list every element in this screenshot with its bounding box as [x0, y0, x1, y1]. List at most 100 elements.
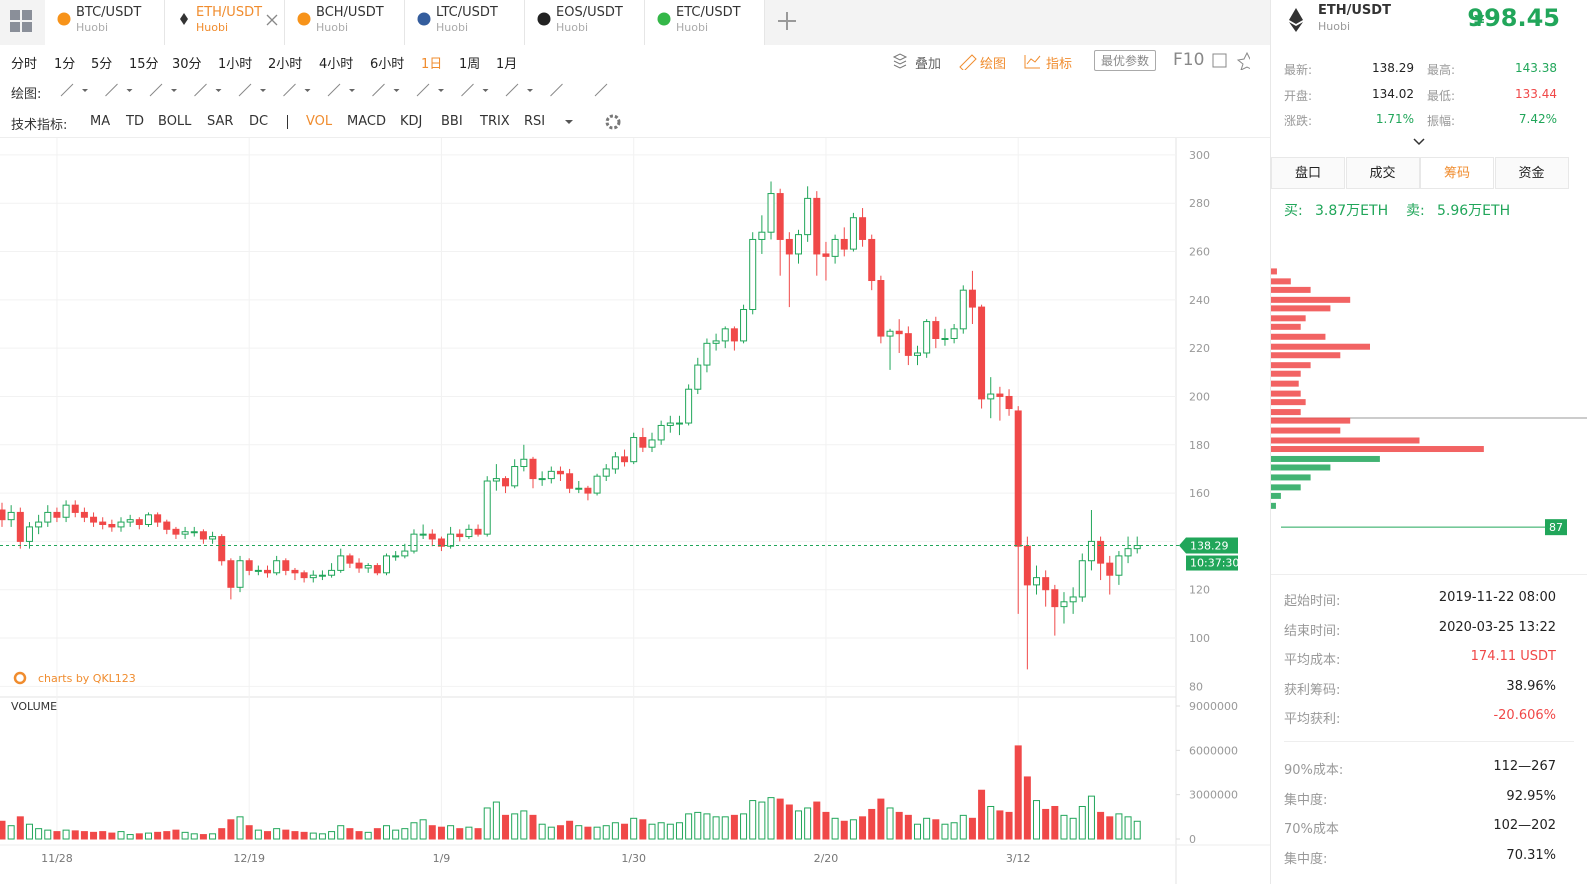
tool-optimal[interactable]: 最优参数: [1094, 50, 1157, 71]
tool-indicator[interactable]: 指标: [1046, 57, 1073, 72]
timeframe[interactable]: 1小时: [218, 57, 253, 72]
candle-body: [245, 560, 253, 571]
candle-body: [0, 509, 6, 521]
pen-icon: [959, 54, 977, 70]
candle-body: [831, 238, 839, 257]
volume-bar: [621, 823, 629, 840]
divider: [1284, 741, 1574, 742]
candle-body: [840, 238, 848, 250]
timeframe[interactable]: 5分: [91, 57, 113, 72]
indicator[interactable]: VOL: [306, 114, 333, 129]
chip-bar: [1271, 380, 1299, 387]
info-label: 70%成本: [1284, 822, 1339, 837]
indicator[interactable]: KDJ: [400, 114, 423, 129]
chip-bar: [1271, 399, 1306, 406]
volume-bar: [566, 820, 574, 840]
volume-tick-label: 9000000: [1189, 700, 1238, 713]
info-label: 获利筹码:: [1284, 682, 1341, 698]
candle-body: [904, 333, 912, 356]
draw-tool-icon: [461, 83, 474, 97]
tool-overlay[interactable]: 叠加: [915, 57, 942, 72]
timeframe[interactable]: 4小时: [319, 57, 354, 72]
y-tick-label: 240: [1189, 294, 1210, 307]
timeframe[interactable]: 1周: [459, 57, 481, 72]
volume-bar: [474, 828, 482, 840]
dropdown: [438, 89, 444, 92]
volume-bar: [346, 828, 354, 840]
indicator[interactable]: BOLL: [158, 114, 192, 129]
candle-body: [1133, 545, 1141, 550]
stat-label: 涨跌:: [1284, 114, 1313, 128]
stat-value: 7.42%: [1518, 112, 1557, 126]
candle-body: [7, 511, 15, 521]
indicator[interactable]: MACD: [347, 114, 386, 129]
timeframe[interactable]: 15分: [129, 57, 159, 72]
indicator[interactable]: DC: [249, 114, 269, 129]
chip-bar: [1271, 464, 1331, 471]
candle-body: [108, 523, 116, 528]
panel-tab[interactable]: 资金: [1494, 157, 1569, 189]
candle-body: [16, 511, 24, 542]
volume-bar: [794, 810, 802, 840]
stat-value: 134.02: [1372, 86, 1414, 101]
menu-square: [10, 10, 20, 20]
chip-bar: [1271, 409, 1301, 416]
pair-name: ETC/USDT: [676, 5, 741, 20]
panel-tab[interactable]: 成交: [1345, 157, 1420, 189]
timeframe[interactable]: 1月: [496, 57, 518, 72]
candle-body: [968, 289, 976, 308]
y-tick-label: 100: [1189, 632, 1210, 645]
dropdown: [126, 89, 133, 92]
volume-bar: [694, 811, 702, 840]
volume-bar: [877, 798, 885, 840]
candle-body: [611, 456, 619, 470]
timeframe[interactable]: 1日: [421, 57, 443, 72]
volume-bar: [35, 828, 43, 840]
y-tick-label: 300: [1189, 149, 1210, 162]
gear: [605, 114, 621, 130]
volume-bar: [859, 816, 867, 840]
volume-bar: [447, 825, 455, 840]
indicator[interactable]: MA: [90, 114, 111, 129]
panel-tab[interactable]: 盘口: [1271, 157, 1345, 189]
candle-body: [126, 519, 134, 523]
draw-tool-icon: [505, 83, 519, 97]
timeframe[interactable]: 1分: [54, 57, 76, 72]
dropdown: [349, 89, 355, 92]
timeframe[interactable]: 2小时: [268, 57, 303, 72]
indicator[interactable]: TD: [126, 114, 144, 129]
timeframe[interactable]: 分时: [11, 57, 38, 72]
chart-icon: [1024, 55, 1041, 69]
indicator[interactable]: BBI: [441, 114, 463, 129]
panel-tab[interactable]: 筹码: [1420, 157, 1494, 189]
indicator[interactable]: RSI: [524, 114, 546, 129]
volume-bar: [492, 801, 500, 840]
dropdown: [393, 89, 400, 92]
tool-draw[interactable]: 绘图: [980, 57, 1007, 72]
volume-bar: [190, 833, 198, 840]
stat-label: 开盘:: [1284, 88, 1313, 103]
candle-body: [99, 521, 107, 525]
chip-bar: [1271, 323, 1301, 330]
volume-bar: [675, 822, 683, 840]
volume-bar: [849, 819, 857, 840]
candle-body: [547, 470, 555, 480]
tool-f10[interactable]: F10: [1173, 50, 1205, 70]
volume-bar: [209, 833, 217, 840]
dropdown: [482, 89, 489, 92]
candle-body: [172, 528, 180, 535]
candle-body: [1087, 540, 1095, 562]
buy-value: 3.87万ETH: [1315, 203, 1389, 219]
candle-body: [1078, 560, 1086, 598]
volume-bar: [53, 831, 61, 840]
volume-bar: [1023, 776, 1031, 840]
timeframe[interactable]: 30分: [172, 57, 202, 72]
stat-label: 振幅:: [1427, 114, 1456, 128]
candle-body: [758, 231, 766, 240]
candle-body: [25, 526, 33, 542]
volume-bar: [685, 813, 693, 840]
timeframe[interactable]: 6小时: [370, 57, 405, 72]
indicator[interactable]: TRIX: [480, 114, 510, 129]
indicator[interactable]: SAR: [207, 114, 234, 129]
